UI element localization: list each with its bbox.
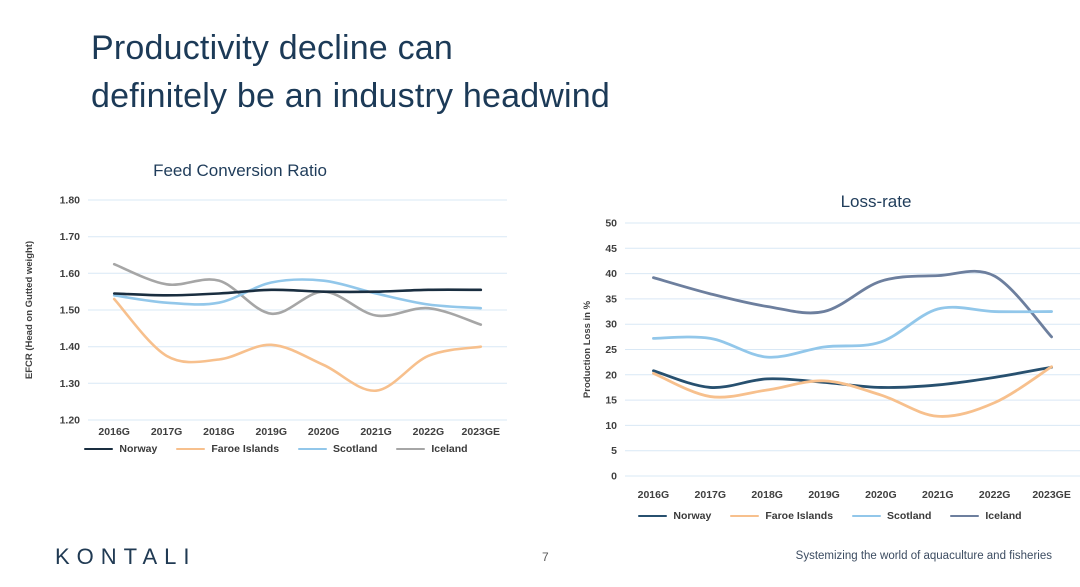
y-tick-label: 5 <box>611 445 617 457</box>
x-tick-label: 2016G <box>98 426 130 438</box>
y-tick-label: 1.50 <box>60 305 81 317</box>
legend-item-norway: Norway <box>638 510 711 522</box>
y-tick-label: 50 <box>605 218 617 230</box>
x-tick-label: 2023GE <box>1032 489 1071 501</box>
slide-title-line2: definitely be an industry headwind <box>91 77 611 115</box>
x-tick-label: 2018G <box>203 426 235 438</box>
legend-label: Iceland <box>985 510 1022 522</box>
legend-line-marker <box>298 447 328 451</box>
y-tick-label: 30 <box>605 319 617 331</box>
x-tick-label: 2020G <box>308 426 340 438</box>
series-line-faroe-islands <box>112 297 483 392</box>
chart-legend: Norway Faroe Islands Scotland Iceland <box>20 443 532 455</box>
legend-item-iceland: Iceland <box>396 443 468 455</box>
x-tick-label: 2022G <box>413 426 445 438</box>
footer-tagline: Systemizing the world of aquaculture and… <box>795 550 1052 562</box>
series-line-norway <box>652 365 1053 389</box>
legend-item-faroe-islands: Faroe Islands <box>730 510 833 522</box>
feed-conversion-ratio-plot: 1.80 1.70 1.60 1.50 1.40 1.30 1.20 2016G 2017G 20… <box>24 195 507 438</box>
slide-title-line1: Productivity decline can <box>91 29 453 67</box>
legend-item-norway: Norway <box>84 443 157 455</box>
legend-line-marker <box>176 447 206 451</box>
y-tick-label: 1.20 <box>60 415 81 427</box>
y-tick-label: 1.70 <box>60 231 81 243</box>
series-line-norway <box>112 288 483 297</box>
legend-line-marker <box>84 447 114 451</box>
x-tick-label: 2019G <box>256 426 288 438</box>
y-tick-label: 1.60 <box>60 268 81 280</box>
chart-legend: Norway Faroe Islands Scotland Iceland <box>580 510 1080 522</box>
slide-title: Productivity decline can definitely be a… <box>91 24 610 120</box>
legend-item-iceland: Iceland <box>950 510 1022 522</box>
kontali-logo: KONTALI <box>55 544 197 569</box>
legend-label: Iceland <box>431 443 468 455</box>
legend-label: Scotland <box>333 443 378 455</box>
y-tick-label: 15 <box>605 395 617 407</box>
y-tick-label: 45 <box>605 243 617 255</box>
series-line-iceland <box>112 262 483 326</box>
y-tick-label: 0 <box>611 471 617 483</box>
y-tick-label: 1.30 <box>60 378 81 390</box>
page-number: 7 <box>542 550 549 564</box>
y-tick-label: 25 <box>605 344 617 356</box>
legend-line-marker <box>396 447 426 451</box>
x-tick-label: 2021G <box>360 426 392 438</box>
chart-title: Feed Conversion Ratio <box>153 161 327 180</box>
y-tick-label: 35 <box>605 293 617 305</box>
x-tick-label: 2020G <box>865 489 897 501</box>
legend-label: Norway <box>673 510 712 522</box>
y-axis-title: EFCR (Head on Gutted weight) <box>24 241 35 379</box>
legend-item-scotland: Scotland <box>852 510 931 522</box>
y-tick-label: 10 <box>605 420 617 432</box>
y-axis-title: Production Loss in % <box>582 300 593 398</box>
y-tick-label: 40 <box>605 268 617 280</box>
y-tick-label: 1.80 <box>60 195 81 207</box>
legend-item-faroe-islands: Faroe Islands <box>176 443 279 455</box>
x-tick-label: 2019G <box>808 489 840 501</box>
series-line-faroe-islands <box>652 365 1053 418</box>
series-line-scotland <box>112 278 483 310</box>
x-tick-label: 2016G <box>638 489 670 501</box>
y-tick-label: 20 <box>605 369 617 381</box>
y-tick-label: 1.40 <box>60 341 81 353</box>
x-tick-label: 2021G <box>922 489 954 501</box>
x-tick-label: 2022G <box>979 489 1011 501</box>
x-tick-label: 2018G <box>751 489 783 501</box>
x-tick-label: 2023GE <box>462 426 501 438</box>
legend-label: Norway <box>119 443 158 455</box>
legend-line-marker <box>730 514 760 518</box>
legend-line-marker <box>852 514 882 518</box>
legend-label: Scotland <box>887 510 932 522</box>
legend-label: Faroe Islands <box>765 510 834 522</box>
legend-line-marker <box>638 514 668 518</box>
legend-line-marker <box>950 514 980 518</box>
feed-conversion-ratio-chart: Feed Conversion Ratio 1.80 1.70 1.60 1.50 1.… <box>20 155 532 470</box>
loss-rate-chart: Loss-rate 50 45 40 35 30 25 20 15 10 5 0 2016G 2017G… <box>580 190 1080 535</box>
series-line-scotland <box>652 305 1053 359</box>
legend-label: Faroe Islands <box>211 443 280 455</box>
legend-item-scotland: Scotland <box>298 443 377 455</box>
chart-title: Loss-rate <box>840 192 912 211</box>
series-line-iceland <box>652 269 1053 339</box>
x-tick-label: 2017G <box>695 489 727 501</box>
x-tick-label: 2017G <box>151 426 183 438</box>
